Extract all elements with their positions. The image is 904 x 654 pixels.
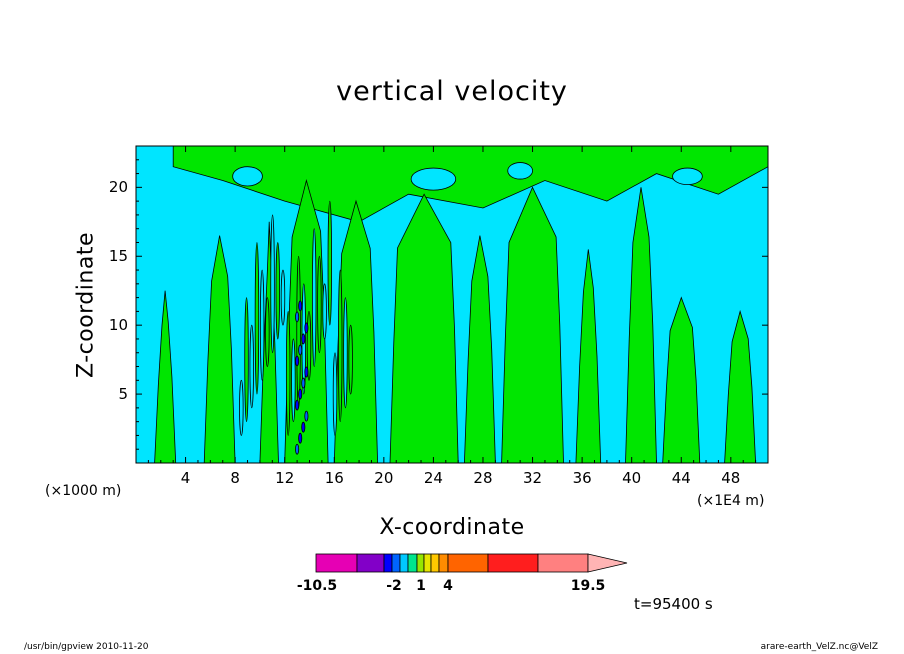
contour-streak [327,200,333,326]
chart-title: vertical velocity [336,76,568,107]
x-tick-label: 48 [721,469,741,487]
x-tick-label: 4 [180,469,191,487]
contour-core [301,421,306,433]
x-scale-label: (×1E4 m) [697,493,765,509]
y-tick-marks [136,159,768,450]
contour-streak [285,310,291,436]
footer-right: arare-earth_VelZ.nc@VelZ [760,642,878,652]
colorbar-segment [416,553,425,573]
contour-core [295,355,300,367]
colorbar-segment [407,553,418,573]
colorbar-segment [430,553,440,573]
contour-core [298,344,303,356]
contour-region [389,193,459,463]
y-axis-label: Z-coordinate [73,232,99,378]
x-tick-label: 32 [523,469,543,487]
x-tick-label: 24 [423,469,443,487]
y-tick-label: 5 [118,385,128,404]
contour-streak [317,255,322,354]
x-axis-label: X-coordinate [379,515,525,540]
contour-core [298,388,303,400]
contour-streak [311,228,317,367]
contour-core [295,443,300,455]
contour-region [154,290,177,463]
footer-left: /usr/bin/gpview 2010-11-20 [24,642,149,652]
colorbar-tick-label: -10.5 [296,578,338,594]
contour-region [410,167,457,191]
contour-streak [244,297,249,423]
colorbar-tick-label: 19.5 [570,578,606,594]
contour-streak [239,379,244,436]
colorbar-segment [383,553,393,573]
contour-core [304,410,309,422]
contour-streak [338,269,343,423]
contour-region [501,186,564,463]
x-tick-label: 40 [622,469,642,487]
contour-region [575,249,602,463]
x-tick-label: 12 [275,469,295,487]
contour-streak [296,255,301,409]
contour-streak [254,242,260,395]
contour-core [295,399,300,411]
contour-region [463,235,496,463]
colorbar-tick-label: 1 [416,578,426,594]
contour-field [154,146,768,463]
contour-streak [348,324,353,395]
contour-core [295,311,300,323]
contour-region [724,309,757,463]
contour-streak [322,283,327,340]
contour-region [232,166,263,187]
contour-streak [280,269,286,326]
plot-frame [135,145,769,464]
contour-streak [343,297,348,409]
x-tick-label: 8 [230,469,240,487]
contour-streak [291,338,296,423]
contour-streak [259,269,265,381]
x-tick-label: 16 [324,469,344,487]
colorbar-segment [391,553,401,573]
contour-region [203,235,236,463]
x-tick-label: 44 [671,469,691,487]
contour-streak [275,242,280,340]
y-tick-label: 20 [108,178,128,197]
contour-region [172,146,768,223]
colorbar-segment [447,553,489,573]
contour-streak [265,297,270,367]
contour-core [301,333,306,345]
contour-core [298,432,303,444]
x-tick-marks [147,146,757,463]
contour-streak [332,352,338,436]
contour-region [625,187,657,463]
colorbar-tick-label: 4 [443,578,453,594]
colorbar-segment [356,553,385,573]
colorbar-segment [399,553,409,573]
x-tick-label: 20 [374,469,394,487]
contour-region [507,162,533,180]
x-unit-label: (×1000 m) [45,483,122,499]
colorbar-segment [423,553,432,573]
contour-core [301,377,306,389]
contour-streak [249,324,254,409]
colorbar [315,553,628,573]
time-label: t=95400 s [634,595,713,613]
contour-core [304,366,309,378]
contour-core [304,322,309,334]
x-tick-label: 36 [572,469,592,487]
y-tick-label: 15 [108,247,128,266]
contour-region [662,296,701,463]
contour-streak [270,214,275,354]
y-tick-label: 10 [108,316,128,335]
colorbar-segment [315,553,358,573]
colorbar-segment [438,553,449,573]
colorbar-arrow [587,553,628,573]
colorbar-tick-label: -2 [386,578,402,594]
colorbar-segment [487,553,539,573]
contour-core [298,300,303,312]
x-tick-label: 28 [473,469,493,487]
contour-region [672,167,703,185]
colorbar-segment [537,553,589,573]
